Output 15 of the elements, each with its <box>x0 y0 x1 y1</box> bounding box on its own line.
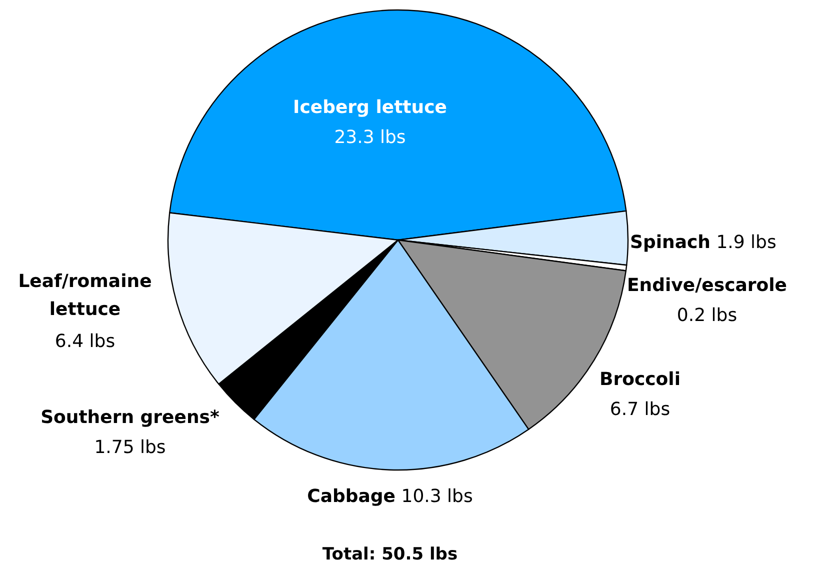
data-label: 23.3 lbs <box>334 126 406 148</box>
slice-label: Spinach <box>630 232 710 253</box>
slice-label: Endive/escarole <box>626 274 788 296</box>
data-label: 6.4 lbs <box>54 330 116 352</box>
slice-label: Southern greens* <box>40 406 220 428</box>
data-label: 1.9 lbs <box>710 232 776 253</box>
slice-label: Iceberg lettuce <box>293 96 447 118</box>
data-label: 0.2 lbs <box>676 304 738 326</box>
slice-label: Cabbage <box>307 486 396 507</box>
data-label: 6.7 lbs <box>610 398 670 420</box>
data-label: 1.75 lbs <box>94 436 166 458</box>
slice-label: Broccoli <box>599 368 681 390</box>
slice-label: Leaf/romaine lettuce <box>18 270 152 320</box>
data-label: 10.3 lbs <box>396 486 473 507</box>
text: Total: 50.5 lbs <box>322 544 458 565</box>
